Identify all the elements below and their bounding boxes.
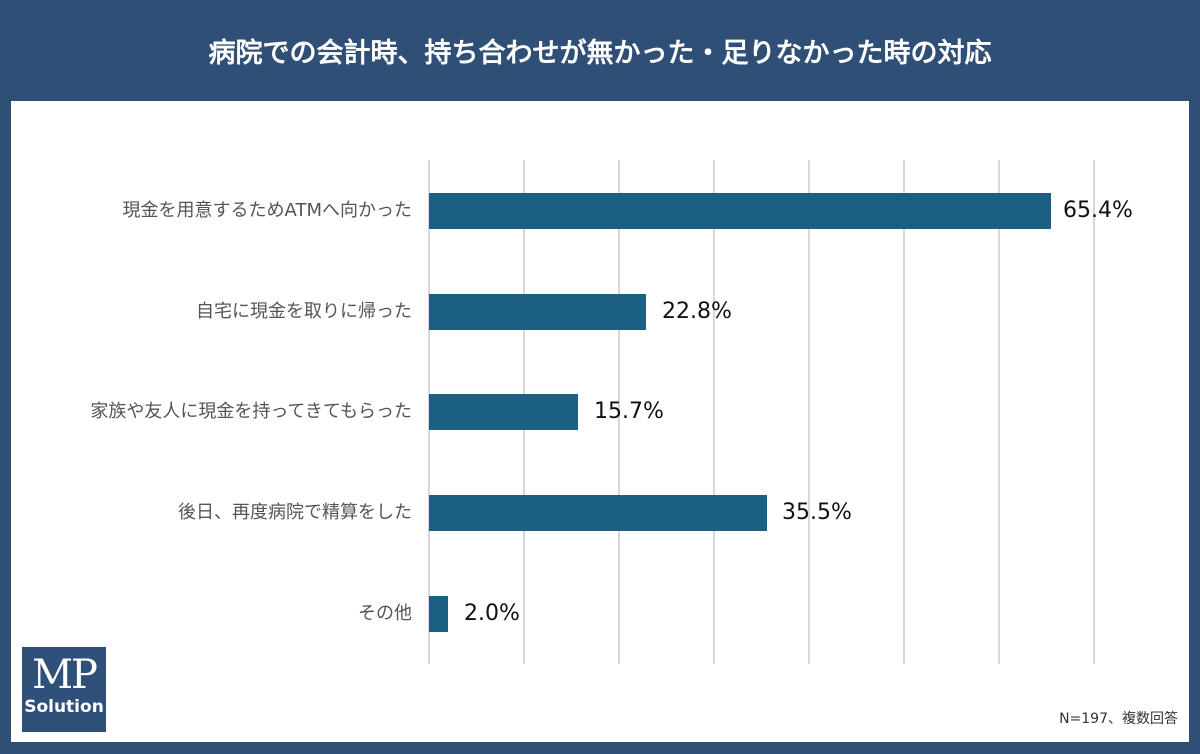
bar-family [429, 394, 578, 430]
value-label: 22.8% [662, 299, 732, 324]
gridline [808, 160, 810, 664]
bar-home [429, 294, 646, 330]
gridline [903, 160, 905, 664]
category-label: その他 [358, 603, 412, 624]
chart-title: 病院での会計時、持ち合わせが無かった・足りなかった時の対応 [208, 38, 992, 69]
sample-note: N=197、複数回答 [1059, 711, 1178, 727]
gridline [1093, 160, 1095, 664]
value-label: 2.0% [464, 601, 520, 626]
value-label: 65.4% [1063, 198, 1133, 223]
category-label: 現金を用意するためATMへ向かった [122, 200, 412, 221]
category-label: 家族や友人に現金を持ってきてもらった [90, 401, 412, 422]
gridline [618, 160, 620, 664]
value-label: 15.7% [594, 399, 664, 424]
gridline [998, 160, 1000, 664]
mp-solution-logo: MP Solution [22, 647, 106, 732]
category-label: 自宅に現金を取りに帰った [196, 301, 412, 322]
bar-other [429, 596, 448, 632]
bar-later [429, 495, 767, 531]
bar-atm [429, 193, 1051, 229]
value-label: 35.5% [782, 500, 852, 525]
category-label: 後日、再度病院で精算をした [178, 502, 412, 523]
logo-text-mp: MP [32, 652, 98, 698]
gridline [713, 160, 715, 664]
logo-text-solution: Solution [24, 697, 104, 717]
